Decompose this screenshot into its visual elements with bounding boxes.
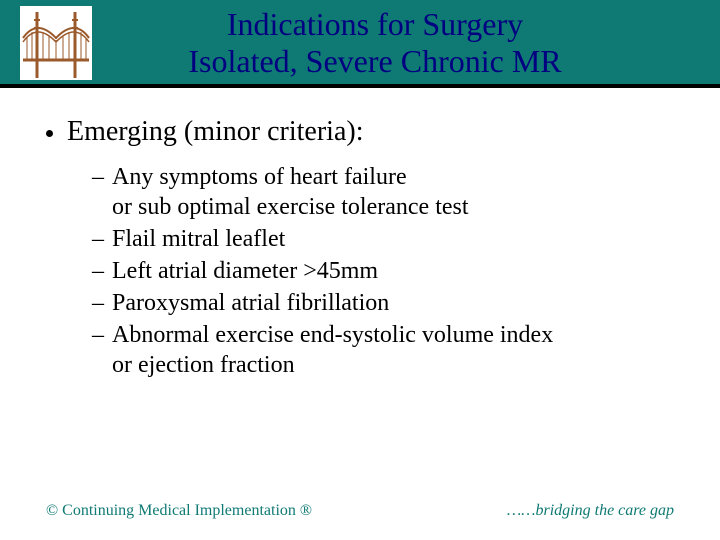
sub-item-text: Abnormal exercise end-systolic volume in…	[112, 320, 553, 380]
bullet-dot-icon	[46, 130, 53, 137]
footer: © Continuing Medical Implementation ® ………	[0, 502, 720, 520]
header-band: Indications for Surgery Isolated, Severe…	[0, 0, 720, 84]
dash-icon: –	[92, 162, 104, 192]
dash-icon: –	[92, 256, 104, 286]
sub-item: –Paroxysmal atrial fibrillation	[92, 288, 674, 318]
logo-bridge-icon	[20, 6, 92, 80]
sub-item: –Flail mitral leaflet	[92, 224, 674, 254]
content-area: Emerging (minor criteria): –Any symptoms…	[0, 88, 720, 380]
sub-item-text: Paroxysmal atrial fibrillation	[112, 288, 389, 318]
sub-item: –Any symptoms of heart failureor sub opt…	[92, 162, 674, 222]
sub-item-text: Any symptoms of heart failureor sub opti…	[112, 162, 469, 222]
sub-item: –Left atrial diameter >45mm	[92, 256, 674, 286]
sub-item-text: Left atrial diameter >45mm	[112, 256, 378, 286]
footer-tagline: ……bridging the care gap	[507, 502, 674, 520]
footer-copyright: © Continuing Medical Implementation ®	[46, 502, 312, 520]
title-line-2: Isolated, Severe Chronic MR	[110, 43, 640, 80]
title-line-1: Indications for Surgery	[110, 6, 640, 43]
sub-item: –Abnormal exercise end-systolic volume i…	[92, 320, 674, 380]
dash-icon: –	[92, 224, 104, 254]
sub-list: –Any symptoms of heart failureor sub opt…	[92, 162, 674, 380]
dash-icon: –	[92, 288, 104, 318]
main-bullet-text: Emerging (minor criteria):	[67, 116, 364, 148]
dash-icon: –	[92, 320, 104, 350]
main-bullet-row: Emerging (minor criteria):	[46, 116, 674, 148]
slide-title: Indications for Surgery Isolated, Severe…	[110, 6, 700, 80]
sub-item-text: Flail mitral leaflet	[112, 224, 285, 254]
